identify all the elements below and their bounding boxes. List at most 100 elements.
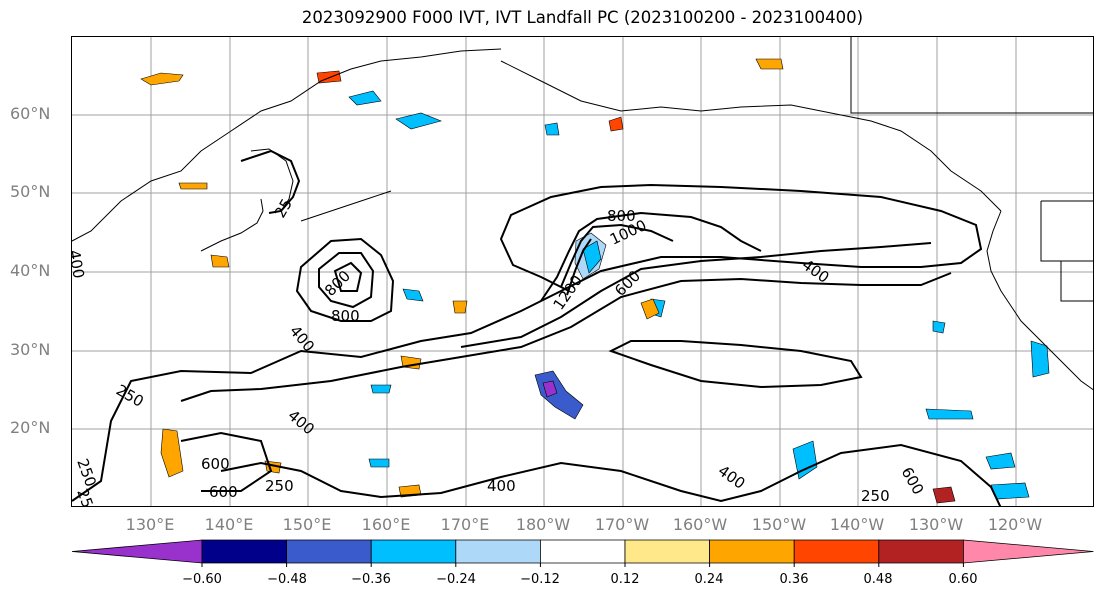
- lat-label-60n: 60°N: [10, 104, 51, 123]
- colorbar-tick-label: −0.60: [182, 572, 222, 587]
- contour-label: 250: [265, 477, 294, 495]
- pc-patch-blue: [368, 458, 390, 468]
- lat-label-40n: 40°N: [10, 261, 51, 280]
- colorbar-segment: [71, 539, 203, 564]
- pc-patch-blue: [544, 122, 560, 136]
- colorbar-segment: [455, 539, 541, 564]
- lon-label-130e: 130°E: [125, 515, 175, 534]
- ivt-contour-kamchatka: [240, 149, 301, 214]
- lon-label-130w: 130°W: [908, 515, 964, 534]
- coast-kamchatka: [250, 148, 294, 212]
- contour-label: 400: [487, 477, 516, 495]
- colorbar-tick-label: −0.36: [351, 572, 391, 587]
- colorbar-segment: [878, 539, 964, 564]
- ivt-contour-600: [460, 242, 932, 348]
- pc-patch-blue: [370, 384, 392, 394]
- colorbar-segment: [793, 539, 880, 564]
- colorbar-segments: [71, 539, 1094, 564]
- ivt-contour-south: [220, 443, 1002, 506]
- contour-label: 600: [209, 483, 238, 501]
- coast-japan: [200, 198, 264, 252]
- pc-patch-darkred: [932, 486, 956, 504]
- border-us-states: [1040, 200, 1093, 302]
- coast-asia: [72, 48, 502, 242]
- pc-patch-blue: [925, 408, 974, 420]
- colorbar-ticks: [201, 563, 964, 567]
- ivt-contour-1000: [560, 223, 674, 288]
- pc-patch-blue: [395, 112, 442, 130]
- colorbar-segment: [709, 539, 795, 564]
- ivt-contour-central: [608, 340, 863, 389]
- pc-patch-orange: [452, 300, 468, 314]
- pc-patch-blue: [348, 90, 382, 106]
- colorbar-tick-label: 0.24: [694, 572, 724, 587]
- contour-label: 25: [73, 486, 96, 507]
- graticule: [72, 37, 1093, 506]
- ivt-contour-1200: [566, 238, 592, 296]
- colorbar-tick-label: −0.12: [520, 572, 560, 587]
- lat-label-30n: 30°N: [10, 340, 51, 359]
- ivt-contour-400: [180, 272, 952, 402]
- colorbar-tick-label: 0.60: [948, 572, 978, 587]
- pc-patch-orange: [210, 254, 230, 268]
- coastlines: [72, 37, 1093, 391]
- ivt-contour-west-outer: [295, 237, 395, 322]
- colorbar-segment: [963, 539, 1094, 564]
- contour-label: 800: [607, 207, 636, 225]
- lon-label-150e: 150°E: [282, 515, 332, 534]
- colorbar-tick-label: −0.24: [436, 572, 476, 587]
- colorbar-segment: [624, 539, 710, 564]
- lon-label-180w: 180°W: [515, 515, 571, 534]
- lat-label-20n: 20°N: [10, 418, 51, 437]
- map-title: 2023092900 F000 IVT, IVT Landfall PC (20…: [301, 8, 864, 27]
- colorbar-segment: [201, 539, 288, 564]
- lon-label-140e: 140°E: [204, 515, 254, 534]
- contour-label: 400: [72, 249, 88, 280]
- colorbar-tick-label: 0.36: [779, 572, 809, 587]
- colorbar-segment: [540, 539, 626, 564]
- colorbar-segment: [286, 539, 372, 564]
- border-canada-us: [850, 37, 1093, 114]
- coast-alaska: [500, 60, 1002, 212]
- ivt-contour-west-core: [333, 261, 363, 292]
- contour-label: 250: [861, 487, 890, 505]
- pc-patch-orange: [640, 298, 660, 320]
- pc-patch-violet: [542, 380, 558, 398]
- pc-patch-blue: [402, 288, 424, 302]
- colorbar-tick-label: 0.48: [863, 572, 893, 587]
- coast-north-america: [986, 210, 1093, 391]
- pc-patch-blue: [985, 452, 1016, 470]
- lon-label-170e: 170°E: [440, 515, 490, 534]
- lon-label-150w: 150°W: [751, 515, 807, 534]
- ivt-contours: [72, 149, 1002, 506]
- lon-label-160e: 160°E: [361, 515, 411, 534]
- pc-patch-blue: [932, 320, 946, 334]
- pc-patch-orange: [178, 182, 208, 190]
- pc-patch-blue: [582, 240, 602, 274]
- colorbar-tick-label: −0.48: [267, 572, 307, 587]
- pc-patch-orange: [160, 428, 184, 478]
- colorbar-tick-label: 0.12: [610, 572, 640, 587]
- ivt-contour-250: [72, 183, 983, 502]
- lon-label-160w: 160°W: [672, 515, 728, 534]
- pc-patch-red: [608, 116, 624, 132]
- colorbar-segment: [370, 539, 457, 564]
- contour-label: 800: [331, 307, 360, 325]
- ivt-contour-west-inner: [318, 252, 375, 309]
- contour-label: 600: [201, 455, 230, 473]
- pc-patch-orange: [140, 72, 184, 86]
- pc-patch-orange: [755, 58, 784, 70]
- pc-patch-blue: [792, 440, 818, 480]
- map-canvas: 25 800 1000 1200 800 600 400 400 800 400…: [72, 37, 1093, 507]
- lat-label-50n: 50°N: [10, 182, 51, 201]
- lon-label-120w: 120°W: [987, 515, 1043, 534]
- map-panel: 25 800 1000 1200 800 600 400 400 800 400…: [71, 36, 1094, 507]
- pc-shading: [140, 58, 1050, 504]
- lon-label-140w: 140°W: [829, 515, 885, 534]
- pc-patch-blue: [1030, 340, 1050, 378]
- lon-label-170w: 170°W: [594, 515, 650, 534]
- ivt-contour-800: [540, 211, 762, 302]
- ivt-contour-south-inner: [180, 431, 273, 492]
- coast-aleutians: [300, 190, 392, 222]
